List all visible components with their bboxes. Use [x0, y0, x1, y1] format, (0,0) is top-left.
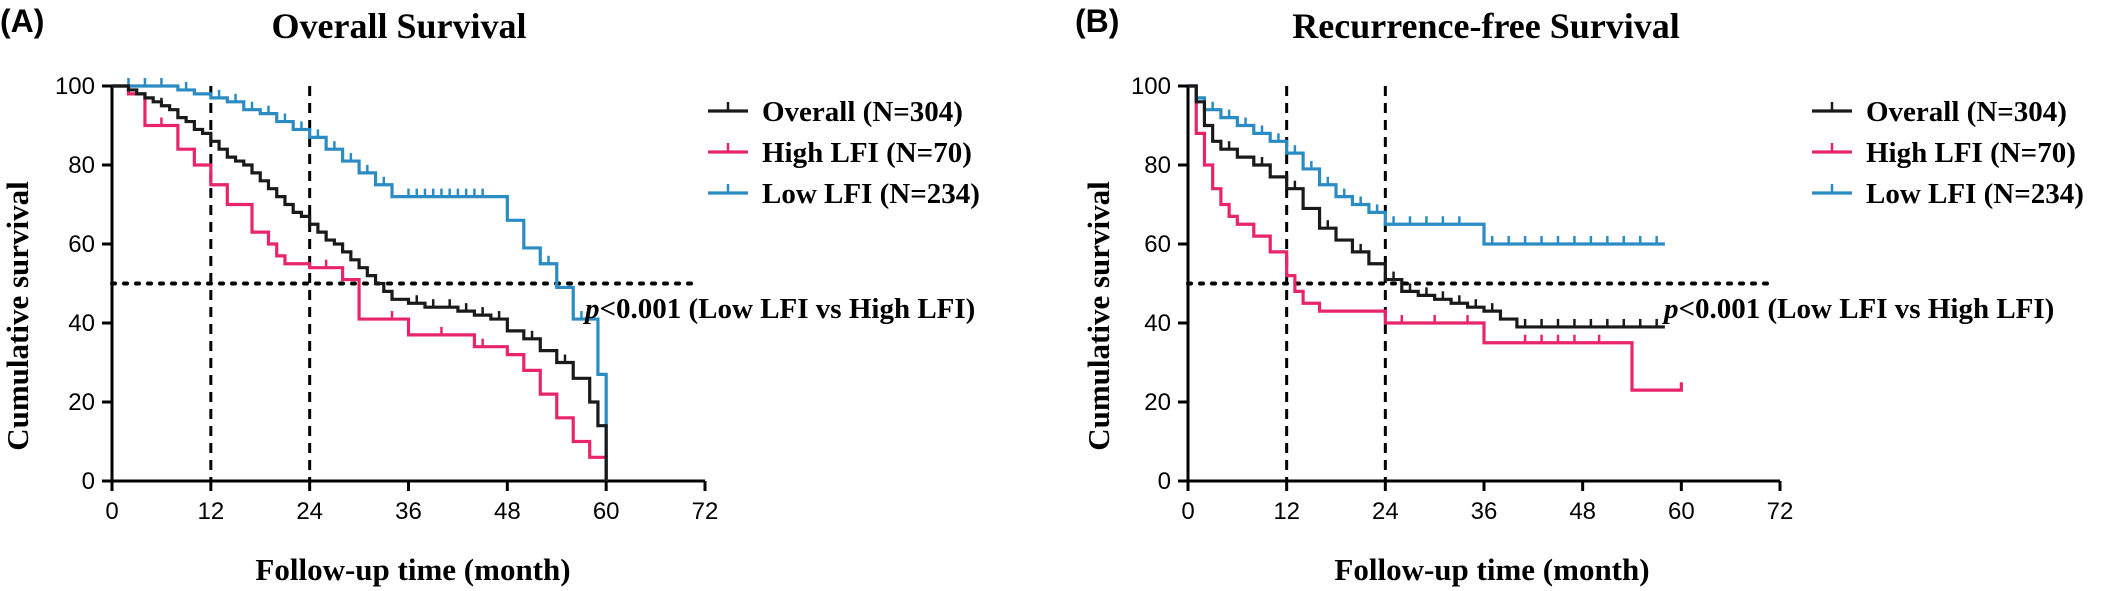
panel-a-x-tick-label: 60: [593, 498, 620, 525]
panel-b-x-tick-label: 72: [1767, 498, 1794, 525]
panel-a-legend-label-overall: Overall (N=304): [762, 96, 963, 128]
panel-a: (A) Overall Survival Cumulative survival…: [0, 3, 980, 587]
panel-a-x-tick-label: 72: [692, 498, 719, 525]
panel-b: (B) Recurrence-free Survival Cumulative …: [1075, 3, 2084, 587]
panel-b-x-tick-label: 24: [1372, 498, 1399, 525]
panel-b-x-tick-label: 12: [1273, 498, 1300, 525]
panel-b-y-tick-label: 0: [1158, 468, 1171, 495]
panel-b-title: Recurrence-free Survival: [1292, 6, 1680, 46]
panel-b-series-high-line: [1188, 84, 1683, 392]
panel-a-legend-label-high: High LFI (N=70): [762, 137, 972, 169]
panel-a-y-tick-label: 80: [68, 152, 95, 179]
panel-a-y-tick-label: 20: [68, 389, 95, 416]
panel-a-p-value-text: <0.001 (Low LFI vs High LFI): [600, 293, 976, 325]
panel-b-y-tick-label: 80: [1144, 152, 1171, 179]
panel-b-y-tick-label: 20: [1144, 389, 1171, 416]
panel-a-y-tick-label: 0: [82, 468, 95, 495]
panel-b-p-value-symbol: p: [1661, 293, 1679, 325]
panel-b-x-tick-label: 36: [1471, 498, 1498, 525]
panel-b-legend-label-low: Low LFI (N=234): [1866, 178, 2084, 210]
panel-a-title: Overall Survival: [272, 6, 527, 46]
panel-a-y-tick-label: 100: [55, 73, 95, 100]
panel-a-x-tick-label: 24: [296, 498, 323, 525]
panel-b-y-axis-label: Cumulative survival: [1081, 181, 1116, 451]
panel-a-p-value-symbol: p: [582, 293, 600, 325]
panel-a-x-tick-label: 36: [395, 498, 422, 525]
panel-b-y-tick-label: 40: [1144, 310, 1171, 337]
panel-b-x-tick-label: 48: [1569, 498, 1596, 525]
panel-b-x-tick-label: 60: [1668, 498, 1695, 525]
panel-a-x-tick-label: 48: [494, 498, 521, 525]
panel-b-legend-label-overall: Overall (N=304): [1866, 96, 2067, 128]
panel-b-p-value-text: <0.001 (Low LFI vs High LFI): [1679, 293, 2055, 325]
panel-b-y-tick-label: 60: [1144, 231, 1171, 258]
panel-a-p-value-annotation: p<0.001 (Low LFI vs High LFI): [582, 293, 975, 325]
panel-a-x-tick-label: 0: [105, 498, 118, 525]
panel-a-y-tick-label: 40: [68, 310, 95, 337]
panel-b-legend-label-high: High LFI (N=70): [1866, 137, 2076, 169]
panel-a-y-tick-label: 60: [68, 231, 95, 258]
panel-a-x-axis-label: Follow-up time (month): [255, 552, 570, 587]
panel-b-letter: (B): [1075, 3, 1119, 39]
panel-a-x-tick-label: 12: [197, 498, 224, 525]
panel-b-p-value-annotation: p<0.001 (Low LFI vs High LFI): [1661, 293, 2054, 325]
panel-b-series-low-line: [1188, 84, 1665, 246]
panel-b-x-tick-label: 0: [1181, 498, 1194, 525]
panel-a-letter: (A): [0, 3, 44, 39]
panel-a-series-high-line: [112, 84, 608, 481]
panel-b-y-tick-label: 100: [1131, 73, 1171, 100]
panel-a-legend-label-low: Low LFI (N=234): [762, 178, 980, 210]
panel-b-x-axis-label: Follow-up time (month): [1334, 552, 1649, 587]
panel-b-series-overall-line: [1188, 84, 1665, 329]
panel-a-y-axis-label: Cumulative survival: [0, 181, 35, 451]
